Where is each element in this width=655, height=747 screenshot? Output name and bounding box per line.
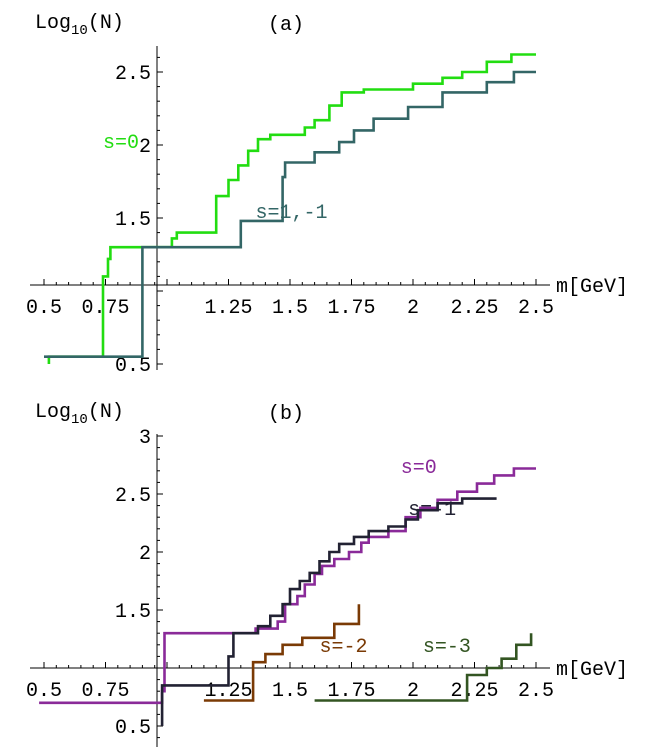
y-axis-title-rest: (N) [88,12,124,35]
series-line-s-1-1 [44,70,536,358]
y-axis-title: Log10(N) [35,401,124,428]
series-line-s-3 [314,633,533,702]
y-tick-label-2: 2 [139,543,151,566]
series-line-s-0 [47,53,536,364]
series-label-s-1: s=-1 [408,499,456,522]
x-tick-label-0-75: 0.75 [81,297,129,320]
y-tick-label-2: 2 [139,136,151,159]
series-line-s-1 [160,497,497,726]
y-tick-label-1-5: 1.5 [115,601,151,624]
y-tick-label-2-5: 2.5 [115,485,151,508]
x-tick-label-2-25: 2.25 [450,297,498,320]
y-tick-label-3: 3 [139,427,151,450]
panel-b: 0.5 0.75 1.25 1.5 1.75 2 2.25 2.50.51.522.53Log… [26,401,628,747]
panel-label: (a) [268,14,304,37]
x-tick-label-2-25: 2.25 [450,680,498,703]
x-tick-label-1-75: 1.75 [327,680,375,703]
series-label-s-2: s=-2 [320,636,368,659]
y-axis-title-base: Log [35,401,71,424]
x-tick-label-2-5: 2.5 [518,680,554,703]
series-line-s-2 [203,604,361,702]
series-label-s-1-1: s=1,-1 [256,202,328,225]
x-tick-label-0-75: 0.75 [81,680,129,703]
y-axis-title: Log10(N) [35,12,124,39]
x-axis-title: m[GeV] [556,276,628,299]
x-tick-label-2: 2 [407,680,419,703]
y-axis-title-subscript: 10 [71,23,88,39]
x-tick-label-0-5: 0.5 [26,680,62,703]
x-tick-label-1-5: 1.5 [272,297,308,320]
series-line-s-0 [39,467,536,705]
panel-label: (b) [268,403,304,426]
y-tick-label-0-5: 0.5 [115,355,151,378]
y-tick-label-2-5: 2.5 [115,63,151,86]
x-tick-label-1-5: 1.5 [272,680,308,703]
y-axis-title-base: Log [35,12,71,35]
panel-a: 0.5 0.75 1.25 1.5 1.75 2 2.25 2.5 0.5 1.5 2 2.5 Log1… [26,12,628,378]
x-tick-label-0-5: 0.5 [26,297,62,320]
x-tick-label-2: 2 [407,297,419,320]
x-tick-label-1-25: 1.25 [204,297,252,320]
y-tick-label-1-5: 1.5 [115,209,151,232]
series-label-s-3: s=-3 [423,636,471,659]
x-axis-title: m[GeV] [556,659,628,682]
y-tick-label-0-5: 0.5 [115,717,151,740]
y-axis-title-subscript: 10 [71,412,88,428]
series-label-s-0: s=0 [103,132,139,155]
x-tick-label-2-5: 2.5 [518,297,554,320]
x-tick-label-1-75: 1.75 [327,297,375,320]
y-axis-title-rest: (N) [88,401,124,424]
series-label-s-0: s=0 [401,457,437,480]
